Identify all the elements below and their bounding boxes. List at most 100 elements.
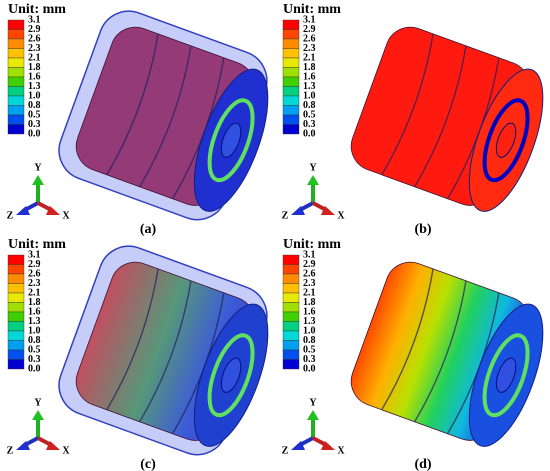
colorbar-label: 0.8: [303, 100, 316, 111]
colorbar-label: 2.6: [28, 268, 41, 279]
colorbar-band: [282, 264, 300, 275]
axis-z-head: [291, 441, 305, 450]
colorbar-band: [7, 67, 25, 78]
colorbar-band: [7, 124, 25, 135]
colorbar-label: 2.1: [303, 52, 316, 63]
colorbar-band: [282, 359, 300, 370]
end-ring: [207, 98, 255, 183]
axis-y-head: [32, 410, 44, 420]
colorbar-label: 2.6: [303, 33, 316, 44]
axis-x-head: [46, 206, 60, 215]
unit-label: Unit: mm: [8, 237, 66, 252]
colorbar-label: 1.3: [28, 316, 41, 327]
panel: Unit: mm3.12.92.62.32.11.81.61.31.00.80.…: [282, 2, 544, 237]
colorbar-label: 2.1: [28, 287, 41, 298]
axis-y-head: [307, 175, 319, 185]
colorbar-band: [282, 349, 300, 360]
colorbar-label: 1.6: [303, 71, 316, 82]
colorbar-label: 1.0: [28, 90, 41, 101]
colorbar-label: 1.8: [303, 297, 316, 308]
colorbar-band: [7, 340, 25, 351]
colorbar-label: 3.1: [303, 14, 316, 25]
colorbar-label: 0.8: [28, 100, 41, 111]
cylinder: [58, 10, 269, 221]
axis-y-label: Y: [34, 162, 42, 173]
colorbar-band: [7, 95, 25, 106]
axis-x-head: [321, 206, 335, 215]
end-ring: [482, 98, 530, 183]
colorbar-band: [282, 340, 300, 351]
colorbar-label: 2.6: [28, 33, 41, 44]
colorbar-label: 2.9: [303, 24, 316, 35]
colorbar-band: [282, 311, 300, 322]
cylinder: [58, 245, 269, 456]
colorbar-band: [282, 105, 300, 116]
end-hub: [495, 357, 517, 393]
colorbar-label: 2.1: [28, 52, 41, 63]
colorbar-label: 1.8: [28, 297, 41, 308]
colorbar-band: [7, 254, 25, 265]
colorbar-label: 1.6: [28, 71, 41, 82]
colorbar-label: 2.6: [303, 268, 316, 279]
colorbar-band: [282, 302, 300, 313]
colorbar-band: [282, 114, 300, 125]
groove: [381, 268, 434, 411]
colorbar-band: [7, 349, 25, 360]
colorbar-label: 2.3: [28, 43, 41, 54]
colorbar-band: [7, 29, 25, 40]
colorbar-band: [282, 254, 300, 265]
colorbar-label: 2.3: [28, 278, 41, 289]
colorbar-band: [282, 48, 300, 59]
axis-y-head: [307, 410, 319, 420]
colorbar-band: [7, 283, 25, 294]
colorbar-label: 0.8: [303, 335, 316, 346]
colorbar-label: 2.9: [303, 259, 316, 270]
axis-z-head: [291, 206, 305, 215]
colorbar-label: 0.3: [28, 119, 41, 130]
axis-z-head: [16, 441, 30, 450]
groove: [106, 268, 159, 411]
groove: [139, 45, 192, 188]
colorbar-band: [282, 321, 300, 332]
colorbar-label: 2.3: [303, 278, 316, 289]
axis-z-label: Z: [282, 210, 289, 221]
colorbar-band: [282, 95, 300, 106]
axis-x-label: X: [337, 210, 345, 221]
panel-label: (c): [140, 457, 156, 471]
groove: [414, 45, 467, 188]
colorbar-label: 0.3: [303, 354, 316, 365]
colorbar-label: 1.0: [303, 325, 316, 336]
colorbar-label: 1.6: [28, 306, 41, 317]
axis-y-label: Y: [309, 162, 317, 173]
axis-z-label: Z: [7, 445, 14, 456]
panel-label: (d): [414, 457, 431, 471]
colorbar-label: 1.6: [303, 306, 316, 317]
colorbar-label: 3.1: [28, 14, 41, 25]
colorbar-band: [282, 330, 300, 341]
end-hub: [495, 122, 517, 158]
unit-label: Unit: mm: [283, 237, 341, 252]
colorbar-label: 2.1: [303, 287, 316, 298]
colorbar-band: [7, 292, 25, 303]
colorbar-band: [7, 321, 25, 332]
axis-y-label: Y: [309, 397, 317, 408]
colorbar-label: 0.0: [303, 363, 316, 374]
colorbar-band: [7, 57, 25, 68]
colorbar-label: 0.0: [28, 363, 41, 374]
groove: [106, 33, 159, 176]
colorbar-label: 0.5: [28, 109, 41, 120]
colorbar-band: [282, 19, 300, 30]
colorbar-label: 0.5: [303, 344, 316, 355]
colorbar-band: [7, 311, 25, 322]
colorbar-label: 0.0: [28, 128, 41, 139]
colorbar-band: [282, 273, 300, 284]
colorbar-band: [7, 114, 25, 125]
colorbar-label: 1.8: [28, 62, 41, 73]
colorbar-label: 2.9: [28, 24, 41, 35]
colorbar-label: 2.9: [28, 259, 41, 270]
colorbar-label: 2.3: [303, 43, 316, 54]
panel: Unit: mm3.12.92.62.32.11.81.61.31.00.80.…: [7, 2, 269, 237]
axis-y-label: Y: [34, 397, 42, 408]
colorbar-band: [7, 38, 25, 49]
